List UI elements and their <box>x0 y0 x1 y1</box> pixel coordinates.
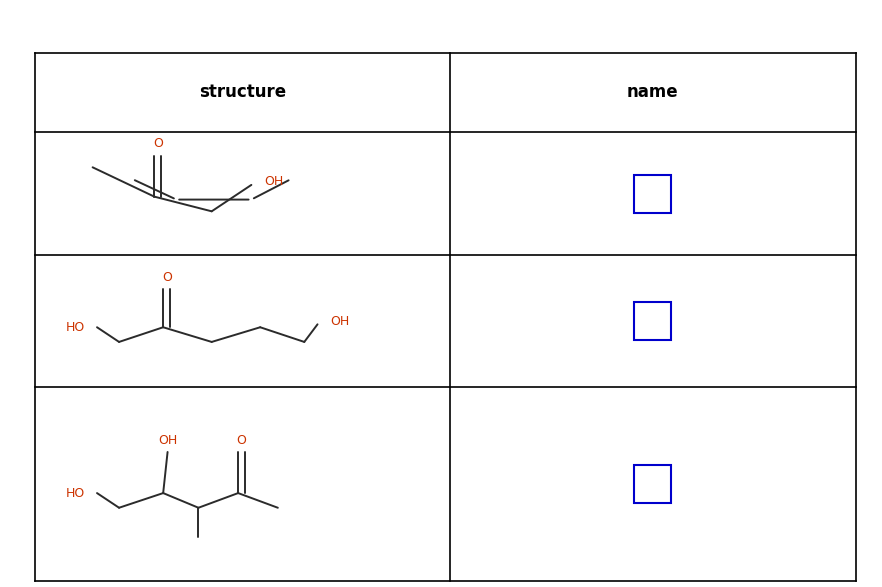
Text: HO: HO <box>65 321 85 334</box>
Text: O: O <box>153 137 163 150</box>
Text: OH: OH <box>158 434 177 447</box>
FancyBboxPatch shape <box>634 465 671 504</box>
Text: HO: HO <box>65 487 85 500</box>
FancyBboxPatch shape <box>634 302 671 340</box>
Text: O: O <box>236 434 247 447</box>
Text: OH: OH <box>264 176 283 188</box>
Text: OH: OH <box>330 315 349 328</box>
Text: O: O <box>161 271 172 284</box>
FancyBboxPatch shape <box>634 175 671 213</box>
Text: name: name <box>627 83 678 102</box>
Text: structure: structure <box>199 83 286 102</box>
